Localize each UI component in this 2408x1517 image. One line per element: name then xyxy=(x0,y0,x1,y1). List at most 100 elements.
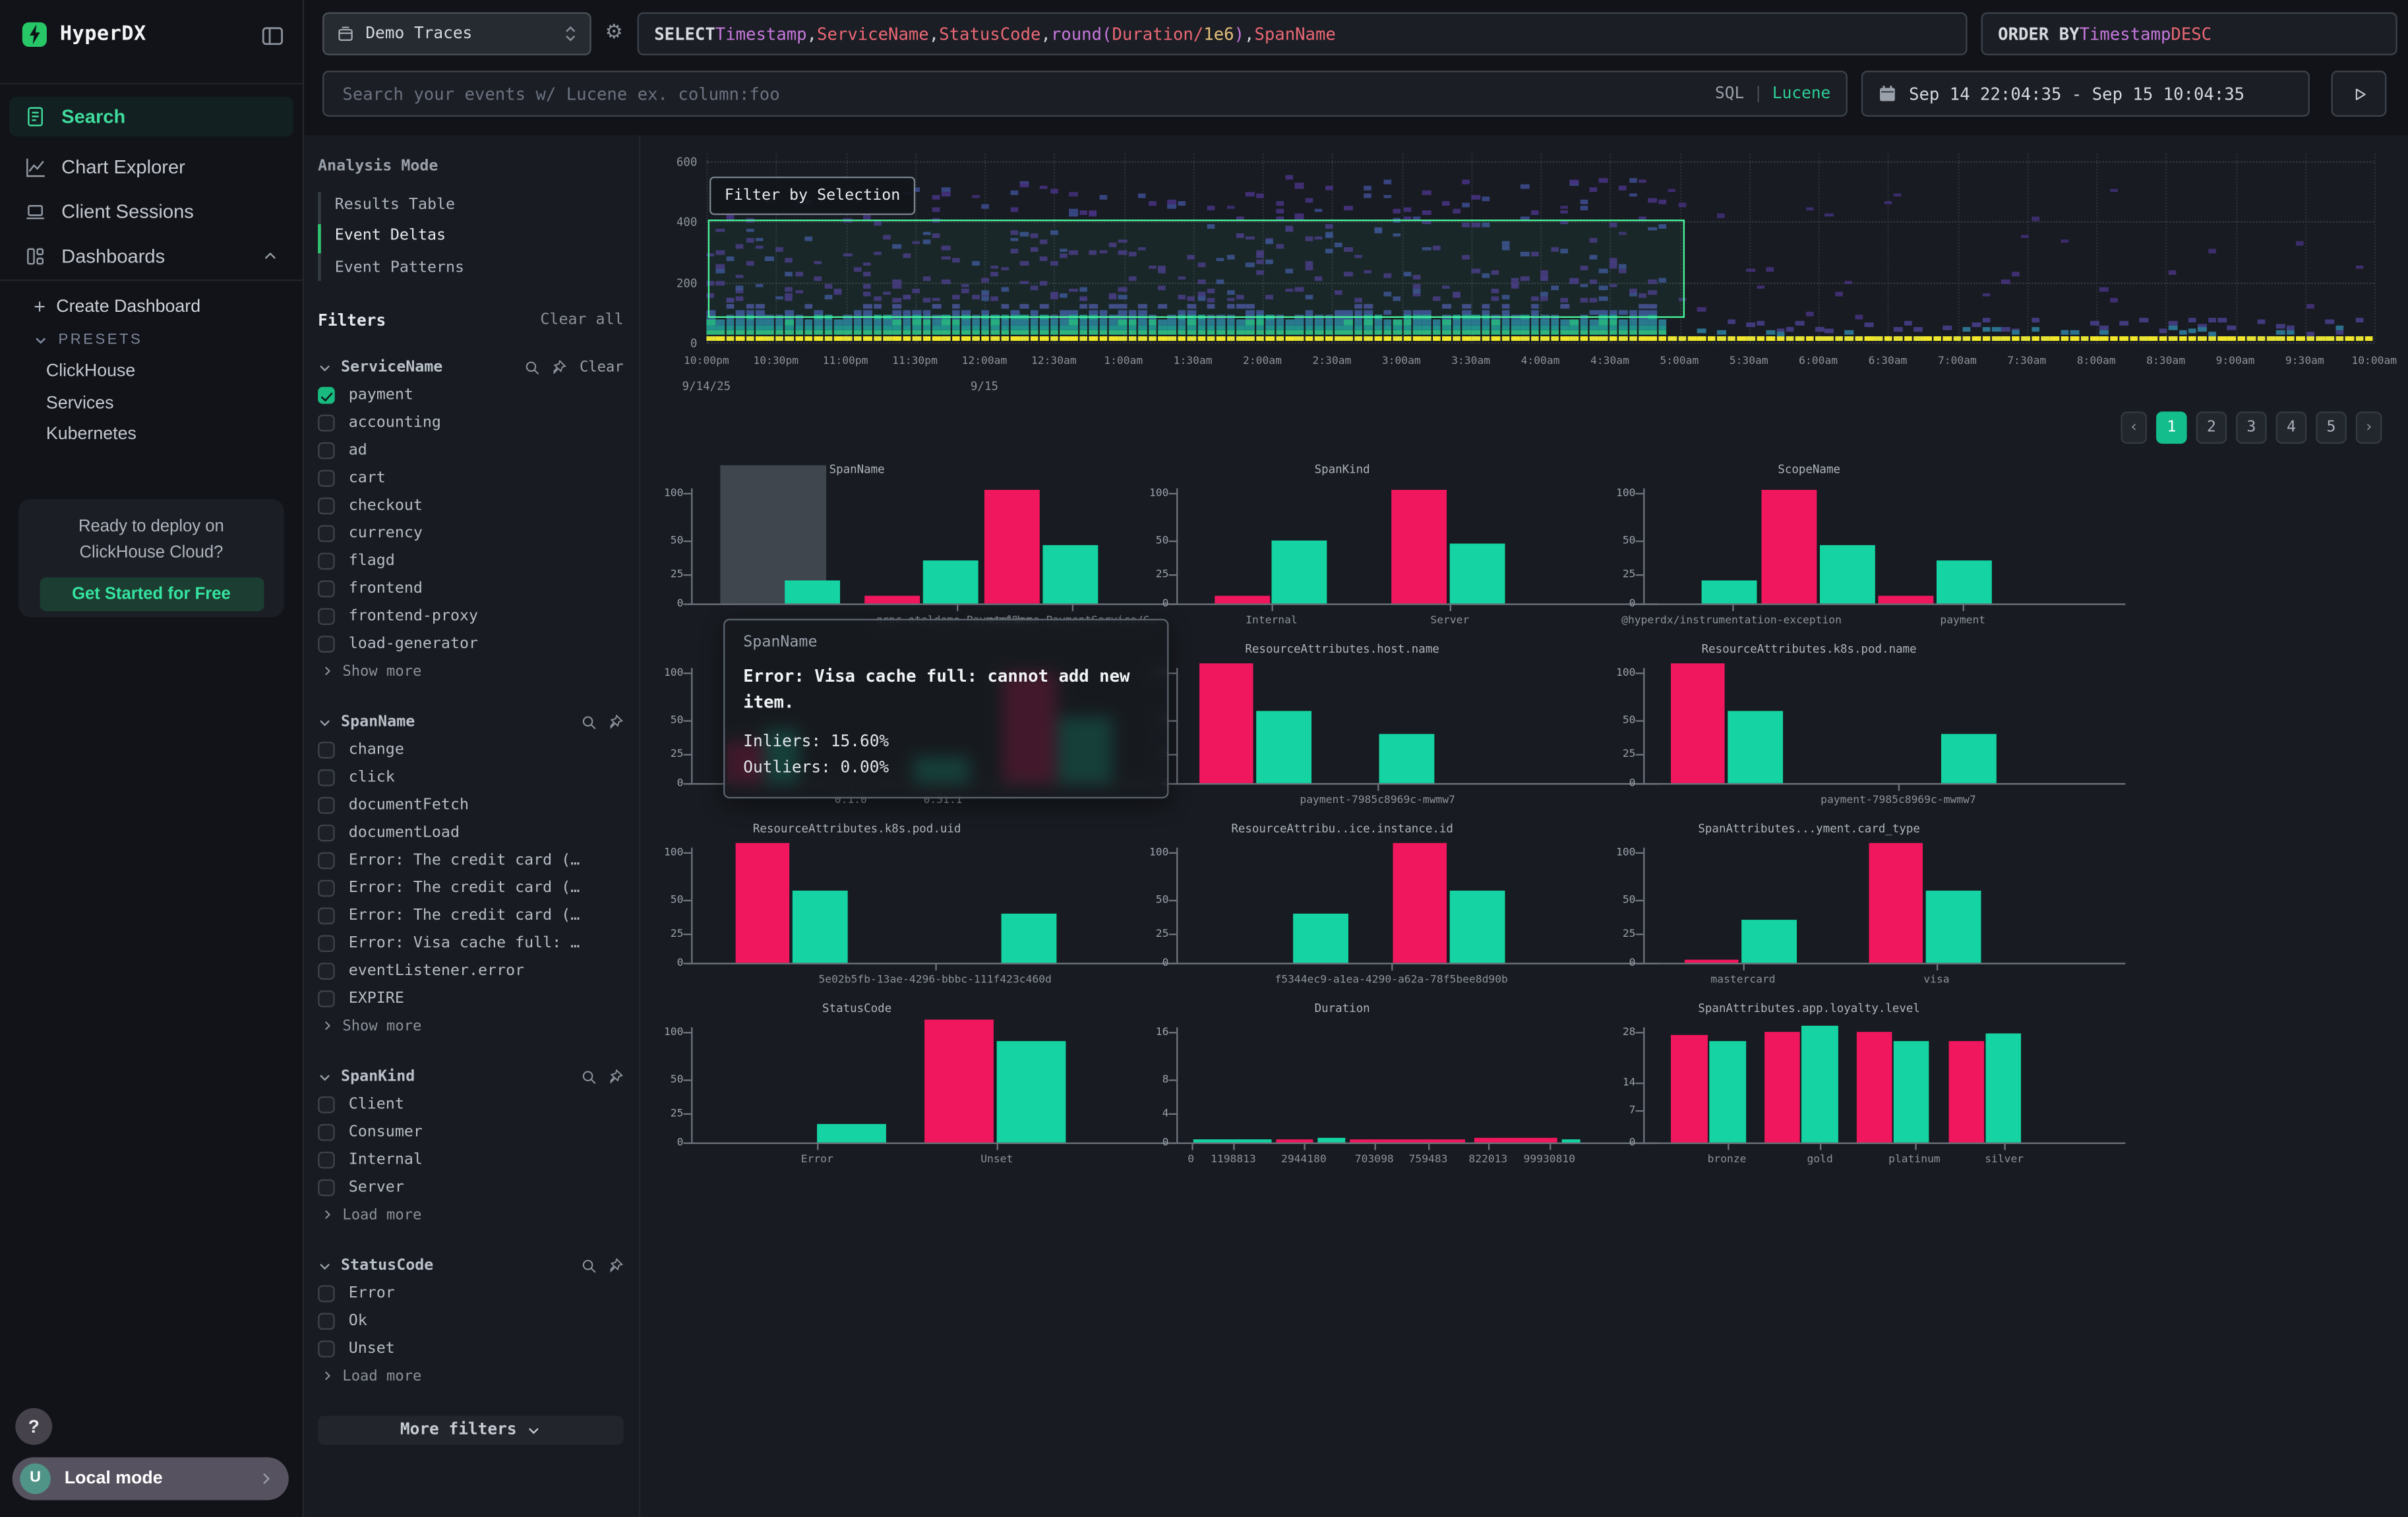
checkbox[interactable] xyxy=(318,907,335,924)
outlier-bar[interactable] xyxy=(1215,596,1271,604)
filter-item[interactable]: checkout xyxy=(318,492,623,520)
chevron-up-icon[interactable] xyxy=(262,249,278,264)
filter-item[interactable]: accounting xyxy=(318,409,623,437)
show-more-button[interactable]: Show more xyxy=(318,1013,623,1039)
checkbox[interactable] xyxy=(318,1152,335,1169)
help-button[interactable]: ? xyxy=(15,1408,52,1445)
sidebar-item-dashboards[interactable]: Dashboards xyxy=(9,237,293,277)
mini-chart-ResourceAttributes.host.name[interactable]: ResourceAttributes.host.name10050250paym… xyxy=(1189,663,1650,783)
sidebar-item-search[interactable]: Search xyxy=(9,97,293,137)
selection-rectangle[interactable] xyxy=(708,220,1685,318)
filter-item[interactable]: Error: The credit card (… xyxy=(318,847,623,874)
checkbox[interactable] xyxy=(318,608,335,625)
filter-item[interactable]: click xyxy=(318,764,623,792)
checkbox[interactable] xyxy=(318,852,335,870)
inlier-bar[interactable] xyxy=(1728,711,1783,783)
outlier-bar[interactable] xyxy=(1857,1032,1892,1143)
mini-chart-ResourceAttributes.k8s.pod.uid[interactable]: ResourceAttributes.k8s.pod.uid100502505e… xyxy=(704,843,1164,963)
filter-item[interactable]: Error xyxy=(318,1280,623,1307)
filter-item[interactable]: flagd xyxy=(318,547,623,575)
filter-by-selection-button[interactable]: Filter by Selection xyxy=(709,177,915,215)
inlier-bar[interactable] xyxy=(1741,920,1797,963)
analysis-mode-event-deltas[interactable]: Event Deltas xyxy=(335,220,624,252)
outlier-bar[interactable] xyxy=(1474,1139,1557,1143)
analysis-mode-results-table[interactable]: Results Table xyxy=(335,189,624,220)
inlier-bar[interactable] xyxy=(1193,1139,1272,1142)
inlier-bar[interactable] xyxy=(997,1040,1066,1142)
mini-chart-Duration[interactable]: Duration16840011988132944180703098759483… xyxy=(1189,1023,1650,1143)
page-button-4[interactable]: 4 xyxy=(2276,411,2307,444)
checkbox[interactable] xyxy=(318,990,335,1007)
inlier-bar[interactable] xyxy=(1941,734,1997,783)
filter-item[interactable]: Error: The credit card (… xyxy=(318,874,623,902)
filter-item[interactable]: documentLoad xyxy=(318,819,623,847)
checkbox[interactable] xyxy=(318,935,335,952)
inlier-bar[interactable] xyxy=(1379,734,1434,783)
pin-icon[interactable] xyxy=(551,359,568,376)
presets-toggle[interactable]: PRESETS xyxy=(34,332,142,349)
filter-item[interactable]: payment xyxy=(318,382,623,409)
outlier-bar[interactable] xyxy=(1393,843,1447,963)
filter-item[interactable]: load-generator xyxy=(318,630,623,658)
inlier-bar[interactable] xyxy=(1926,891,1981,963)
inlier-bar[interactable] xyxy=(1317,1139,1345,1143)
more-filters-button[interactable]: More filters xyxy=(318,1415,623,1444)
inlier-bar[interactable] xyxy=(1450,891,1505,963)
checkbox-checked[interactable] xyxy=(318,387,335,404)
checkbox[interactable] xyxy=(318,1340,335,1357)
sidebar-item-chart-explorer[interactable]: Chart Explorer xyxy=(9,148,293,188)
filter-item[interactable]: EXPIRE xyxy=(318,985,623,1013)
mini-chart-ResourceAttribu..ice.instance.id[interactable]: ResourceAttribu..ice.instance.id10050250… xyxy=(1189,843,1650,963)
inlier-bar[interactable] xyxy=(923,560,978,603)
gear-icon[interactable]: ⚙ xyxy=(605,22,623,45)
inlier-bar[interactable] xyxy=(1256,711,1311,783)
mini-chart-ScopeName[interactable]: ScopeName10050250@hyperdx/instrumentatio… xyxy=(1656,484,2117,604)
outlier-bar[interactable] xyxy=(1391,490,1447,604)
filter-item[interactable]: Error: Visa cache full: … xyxy=(318,930,623,957)
outlier-bar[interactable] xyxy=(1199,663,1253,783)
inlier-bar[interactable] xyxy=(1894,1042,1929,1143)
run-query-button[interactable] xyxy=(2332,71,2387,117)
checkbox[interactable] xyxy=(318,442,335,460)
outlier-bar[interactable] xyxy=(1350,1139,1465,1142)
inlier-bar[interactable] xyxy=(1562,1139,1580,1142)
filter-item[interactable]: Internal xyxy=(318,1146,623,1174)
pin-icon[interactable] xyxy=(607,714,624,731)
outlier-bar[interactable] xyxy=(736,843,790,963)
outlier-bar[interactable] xyxy=(864,596,920,604)
filter-item[interactable]: currency xyxy=(318,520,623,547)
search-values-icon[interactable] xyxy=(524,359,541,376)
sidebar-preset-services[interactable]: Services xyxy=(46,394,114,412)
sidebar-item-client-sessions[interactable]: Client Sessions xyxy=(9,192,293,232)
checkbox[interactable] xyxy=(318,498,335,515)
outlier-bar[interactable] xyxy=(924,1021,994,1143)
prev-page-button[interactable]: ‹ xyxy=(2121,411,2147,444)
inlier-bar[interactable] xyxy=(1271,541,1327,603)
inlier-bar[interactable] xyxy=(793,891,848,963)
inlier-bar[interactable] xyxy=(1702,581,1757,603)
order-by-input[interactable]: ORDER BY Timestamp DESC xyxy=(1981,13,2397,55)
inlier-bar[interactable] xyxy=(817,1125,886,1143)
filter-item[interactable]: cart xyxy=(318,465,623,492)
page-button-3[interactable]: 3 xyxy=(2236,411,2267,444)
chevron-down-icon[interactable] xyxy=(318,1259,332,1273)
outlier-bar[interactable] xyxy=(1276,1139,1313,1142)
select-query-input[interactable]: SELECT Timestamp, ServiceName, StatusCod… xyxy=(638,13,1968,55)
mini-chart-SpanAttributes...yment.card_type[interactable]: SpanAttributes...yment.card_type10050250… xyxy=(1656,843,2117,963)
page-button-5[interactable]: 5 xyxy=(2316,411,2347,444)
account-menu[interactable]: U Local mode xyxy=(13,1457,289,1500)
checkbox[interactable] xyxy=(318,1313,335,1330)
checkbox[interactable] xyxy=(318,769,335,787)
mini-chart-SpanKind[interactable]: SpanKind10050250InternalServer xyxy=(1189,484,1650,604)
sidebar-preset-clickhouse[interactable]: ClickHouse xyxy=(46,363,135,381)
filter-item[interactable]: documentFetch xyxy=(318,792,623,819)
show-more-button[interactable]: Show more xyxy=(318,658,623,684)
inlier-bar[interactable] xyxy=(1002,914,1057,963)
filter-item[interactable]: frontend xyxy=(318,575,623,603)
checkbox[interactable] xyxy=(318,797,335,814)
filter-item[interactable]: frontend-proxy xyxy=(318,603,623,630)
chevron-down-icon[interactable] xyxy=(318,361,332,374)
checkbox[interactable] xyxy=(318,742,335,759)
inlier-bar[interactable] xyxy=(1043,545,1099,603)
inlier-bar[interactable] xyxy=(1986,1034,2021,1143)
